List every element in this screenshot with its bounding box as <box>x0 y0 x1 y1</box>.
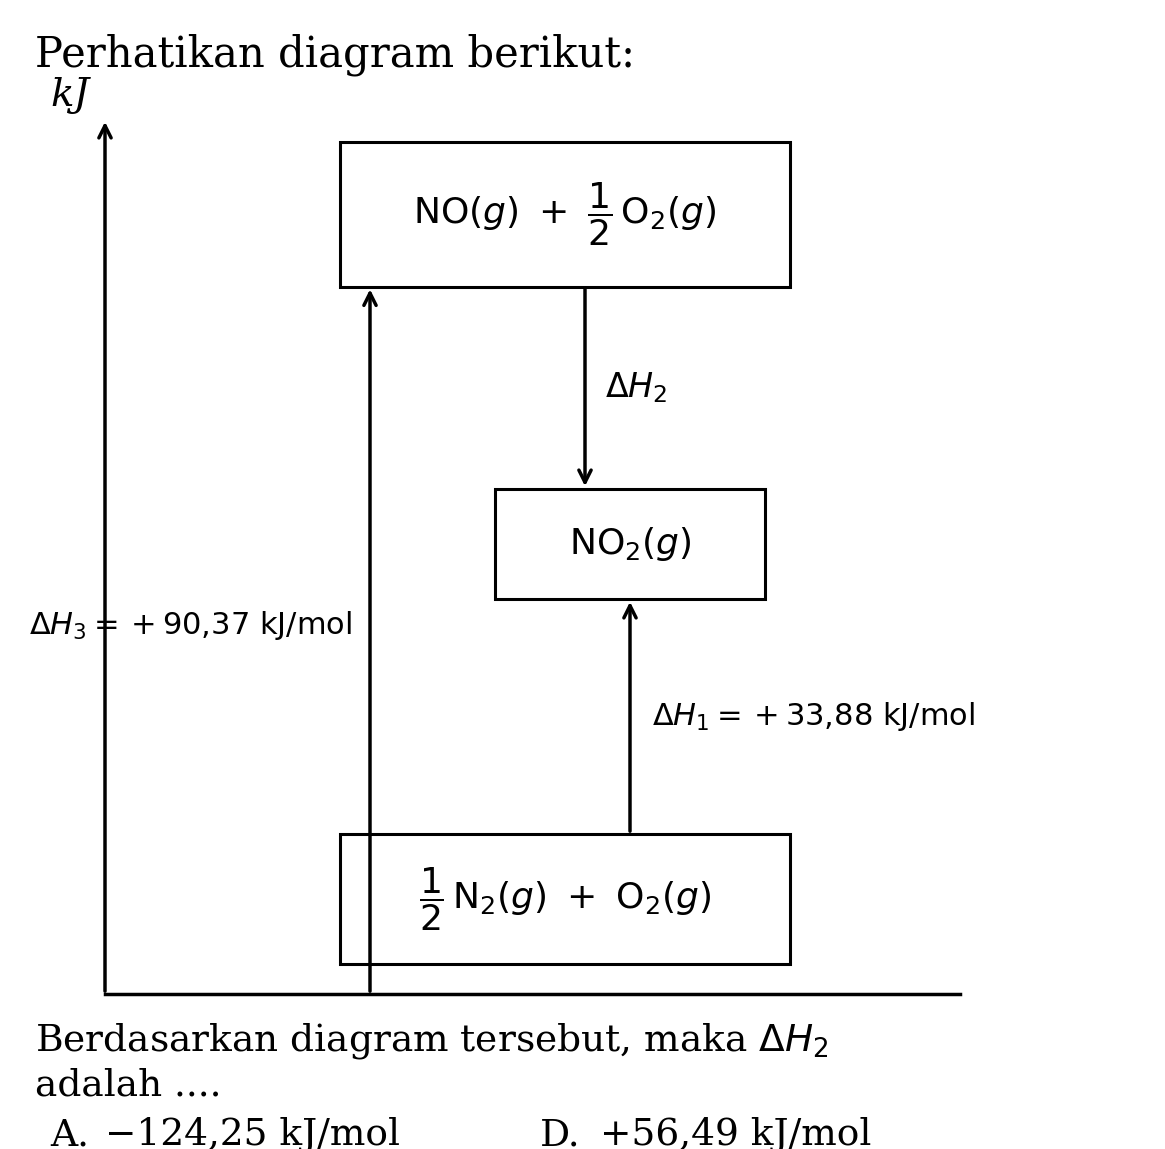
Text: kJ: kJ <box>51 77 90 114</box>
Text: adalah ....: adalah .... <box>35 1067 221 1103</box>
Text: D.: D. <box>541 1117 580 1149</box>
Text: $\Delta H_3 = +90{,}37\ \mathrm{kJ/mol}$: $\Delta H_3 = +90{,}37\ \mathrm{kJ/mol}$ <box>29 609 352 642</box>
Text: $\mathrm{NO_2}(g)$: $\mathrm{NO_2}(g)$ <box>569 525 691 563</box>
Bar <box>340 141 790 286</box>
Text: $\Delta H_2$: $\Delta H_2$ <box>605 370 668 406</box>
Text: Perhatikan diagram berikut:: Perhatikan diagram berikut: <box>35 34 635 77</box>
Bar <box>495 489 765 599</box>
Text: −124,25 kJ/mol: −124,25 kJ/mol <box>105 1117 400 1149</box>
Text: A.: A. <box>50 1117 89 1149</box>
Text: $\mathrm{NO}(g)\ +\ \dfrac{1}{2}\,\mathrm{O_2}(g)$: $\mathrm{NO}(g)\ +\ \dfrac{1}{2}\,\mathr… <box>414 180 716 248</box>
Bar <box>340 834 790 964</box>
Text: Berdasarkan diagram tersebut, maka $\Delta H_2$: Berdasarkan diagram tersebut, maka $\Del… <box>35 1021 828 1061</box>
Text: $\Delta H_1 = +33{,}88\ \mathrm{kJ/mol}$: $\Delta H_1 = +33{,}88\ \mathrm{kJ/mol}$ <box>652 700 975 733</box>
Text: $\dfrac{1}{2}\,\mathrm{N_2}(g)\ +\ \mathrm{O_2}(g)$: $\dfrac{1}{2}\,\mathrm{N_2}(g)\ +\ \math… <box>418 865 712 933</box>
Text: +56,49 kJ/mol: +56,49 kJ/mol <box>600 1117 871 1149</box>
